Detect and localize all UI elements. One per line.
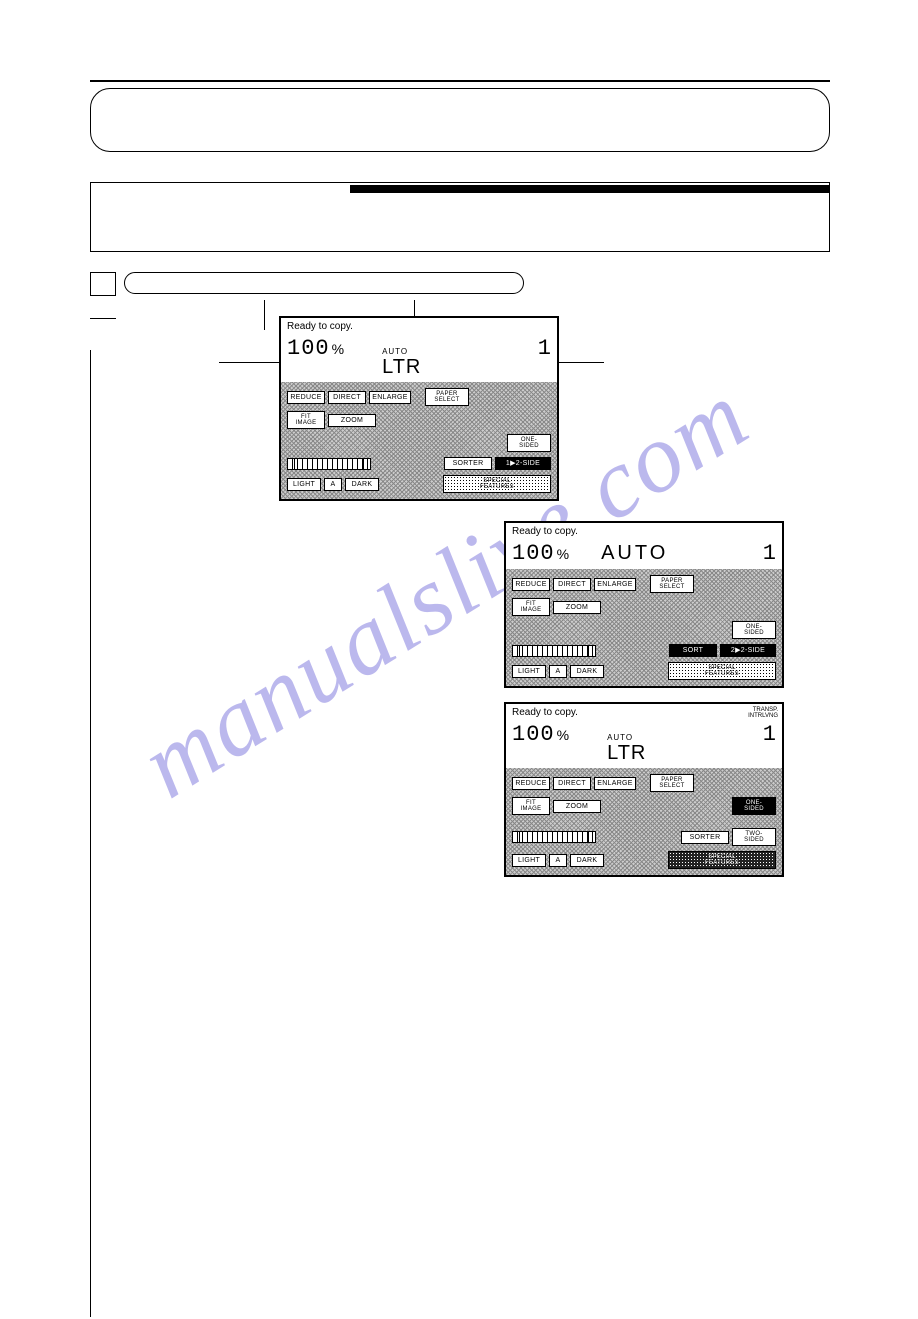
ratio-unit: % xyxy=(557,727,569,743)
lcd-button-area: REDUCE DIRECT ENLARGE PAPER SELECT FIT xyxy=(506,768,782,875)
1to2-side-button[interactable]: 1▶2-SIDE xyxy=(495,457,551,470)
auto-label: AUTO xyxy=(382,347,421,356)
special-features-button[interactable]: SPECIAL FEATURES xyxy=(443,475,551,493)
ratio-unit: % xyxy=(557,546,569,562)
left-margin-line xyxy=(90,350,91,1317)
2to2-side-button[interactable]: 2▶2-SIDE xyxy=(720,644,776,657)
lcd-info-row: 100 % AUTO 1 xyxy=(506,539,782,569)
density-slider[interactable] xyxy=(512,645,596,657)
paper-select-l2: SELECT xyxy=(434,397,459,403)
one-sided-button[interactable]: ONE- SIDED xyxy=(732,621,776,639)
copy-count: 1 xyxy=(538,336,551,361)
lcd-status-text: Ready to copy. xyxy=(281,318,557,334)
density-slider[interactable] xyxy=(512,831,596,843)
lcd-button-area: REDUCE DIRECT ENLARGE PAPER SELECT FIT xyxy=(281,382,557,499)
side-tab-line xyxy=(90,318,116,319)
lcd-status-text: Ready to copy. xyxy=(506,704,782,720)
fit-l2: IMAGE xyxy=(296,420,317,426)
two-sided-button[interactable]: TWO- SIDED xyxy=(732,828,776,846)
mode-tag-l2: INTRLVNG xyxy=(748,713,778,719)
enlarge-button[interactable]: ENLARGE xyxy=(594,777,636,790)
side-tab-top xyxy=(90,272,116,296)
light-button[interactable]: LIGHT xyxy=(512,665,546,678)
reduce-button[interactable]: REDUCE xyxy=(512,777,550,790)
lcd-screen-1: Ready to copy. 100 % AUTO LTR 1 REDUCE xyxy=(279,316,559,501)
fit-l2: IMAGE xyxy=(521,607,542,613)
paper-select-l2: SELECT xyxy=(659,584,684,590)
dark-button[interactable]: DARK xyxy=(570,854,604,867)
sorter-button[interactable]: SORTER xyxy=(444,457,492,470)
chapter-title-box xyxy=(90,88,830,152)
ratio-unit: % xyxy=(332,341,344,357)
paper-size-label: LTR xyxy=(607,742,646,765)
dark-button[interactable]: DARK xyxy=(345,478,379,491)
paper-select-button[interactable]: PAPER SELECT xyxy=(425,388,469,406)
density-slider[interactable] xyxy=(287,458,371,470)
dark-button[interactable]: DARK xyxy=(570,665,604,678)
direct-button[interactable]: DIRECT xyxy=(328,391,366,404)
lcd-screen-2: Ready to copy. 100 % AUTO 1 REDUCE DIREC… xyxy=(504,521,784,688)
fit-image-button[interactable]: FIT IMAGE xyxy=(287,411,325,429)
enlarge-button[interactable]: ENLARGE xyxy=(594,578,636,591)
two-sided-l2: SIDED xyxy=(744,837,764,843)
special-features-button-active[interactable]: SPECIAL FEATURES xyxy=(668,851,776,869)
special-l2: FEATURES xyxy=(480,484,514,490)
callout-line xyxy=(264,300,265,330)
one-sided-l2: SIDED xyxy=(519,443,539,449)
paper-select-button[interactable]: PAPER SELECT xyxy=(650,774,694,792)
lcd-screen-3: Ready to copy. TRANSP. INTRLVNG 100 % AU… xyxy=(504,702,784,877)
special-features-button[interactable]: SPECIAL FEATURES xyxy=(668,662,776,680)
copy-count: 1 xyxy=(763,541,776,566)
paper-size-label: LTR xyxy=(382,356,421,379)
page-content: Ready to copy. 100 % AUTO LTR 1 REDUCE xyxy=(90,80,830,877)
reduce-button[interactable]: REDUCE xyxy=(512,578,550,591)
auto-label: AUTO xyxy=(607,733,646,742)
paper-select-l2: SELECT xyxy=(659,783,684,789)
special-l2: FEATURES xyxy=(705,671,739,677)
special-l2: FEATURES xyxy=(705,860,739,866)
light-button[interactable]: LIGHT xyxy=(512,854,546,867)
fit-l2: IMAGE xyxy=(521,806,542,812)
sort-button[interactable]: SORT xyxy=(669,644,717,657)
copy-count: 1 xyxy=(763,722,776,747)
auto-density-button[interactable]: A xyxy=(549,854,567,867)
auto-density-button[interactable]: A xyxy=(324,478,342,491)
content-row: Ready to copy. 100 % AUTO LTR 1 REDUCE xyxy=(90,272,830,877)
side-tab xyxy=(90,272,116,319)
ratio-value: 100 xyxy=(512,722,555,747)
one-sided-l2: SIDED xyxy=(744,806,764,812)
enlarge-button[interactable]: ENLARGE xyxy=(369,391,411,404)
sorter-button[interactable]: SORTER xyxy=(681,831,729,844)
ratio-value: 100 xyxy=(512,541,555,566)
lcd-status-text: Ready to copy. xyxy=(506,523,782,539)
paper-size-label: AUTO xyxy=(601,542,668,565)
reduce-button[interactable]: REDUCE xyxy=(287,391,325,404)
one-sided-button-active[interactable]: ONE- SIDED xyxy=(732,797,776,815)
lcd-info-row: 100 % AUTO LTR 1 xyxy=(506,720,782,768)
zoom-button[interactable]: ZOOM xyxy=(328,414,376,427)
lcd-info-row: 100 % AUTO LTR 1 xyxy=(281,334,557,382)
direct-button[interactable]: DIRECT xyxy=(553,578,591,591)
one-sided-l2: SIDED xyxy=(744,630,764,636)
section-bar xyxy=(350,185,830,193)
paper-select-button[interactable]: PAPER SELECT xyxy=(650,575,694,593)
zoom-button[interactable]: ZOOM xyxy=(553,601,601,614)
ratio-value: 100 xyxy=(287,336,330,361)
lcd-button-area: REDUCE DIRECT ENLARGE PAPER SELECT FIT xyxy=(506,569,782,686)
direct-button[interactable]: DIRECT xyxy=(553,777,591,790)
fit-image-button[interactable]: FIT IMAGE xyxy=(512,797,550,815)
header-rule xyxy=(90,80,830,82)
main-column: Ready to copy. 100 % AUTO LTR 1 REDUCE xyxy=(124,272,830,877)
one-sided-button[interactable]: ONE- SIDED xyxy=(507,434,551,452)
light-button[interactable]: LIGHT xyxy=(287,478,321,491)
callout-line xyxy=(219,362,279,363)
auto-density-button[interactable]: A xyxy=(549,665,567,678)
transp-intrlvng-tag: TRANSP. INTRLVNG xyxy=(748,707,778,719)
zoom-button[interactable]: ZOOM xyxy=(553,800,601,813)
paragraph-pill xyxy=(124,272,524,294)
fit-image-button[interactable]: FIT IMAGE xyxy=(512,598,550,616)
